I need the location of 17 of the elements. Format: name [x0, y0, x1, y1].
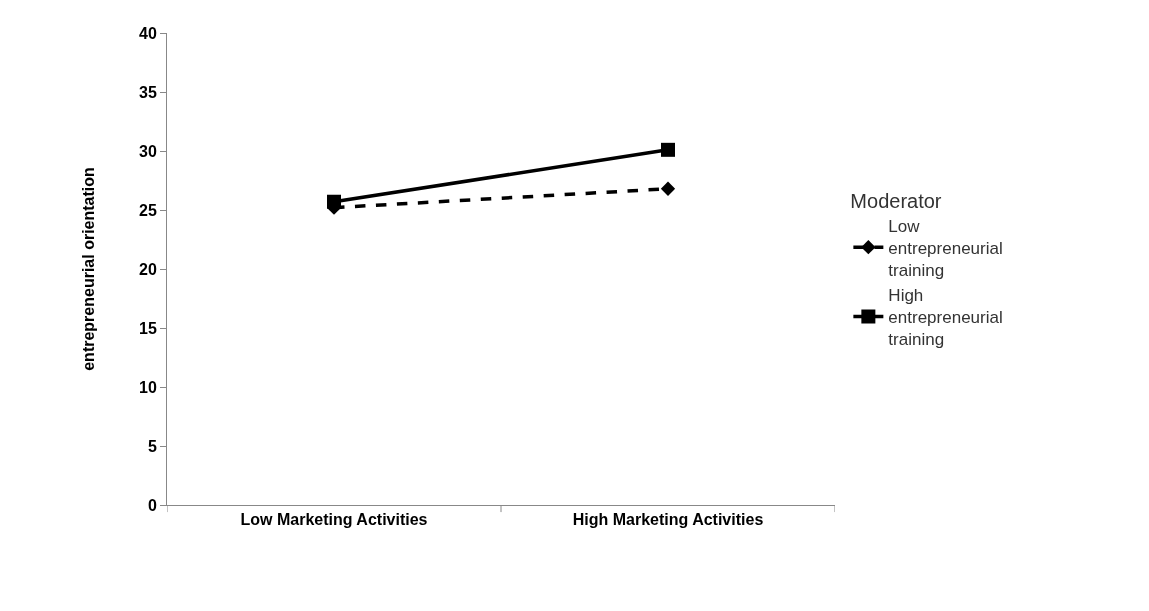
- y-tick-label: 40: [139, 24, 157, 42]
- legend-label: Low entrepreneurial training: [888, 216, 1003, 280]
- y-tick-label: 25: [139, 201, 157, 219]
- y-axis-title: entrepreneurial orientation: [79, 167, 97, 371]
- x-tick-label: Low Marketing Activities: [240, 511, 428, 529]
- y-tick-label: 20: [139, 260, 157, 278]
- point: [660, 181, 676, 196]
- y-tick-label: 0: [147, 496, 157, 514]
- legend-label: High entrepreneurial training: [888, 285, 1003, 350]
- y-tick-label: 30: [139, 142, 157, 160]
- y-tick-label: 15: [139, 319, 157, 337]
- y-tick-label: 10: [139, 378, 157, 396]
- point: [661, 142, 675, 157]
- y-tick-label: 5: [147, 437, 157, 455]
- legend-title: Moderator: [850, 189, 942, 212]
- x-tick-label: High Marketing Activities: [572, 511, 764, 529]
- y-tick-label: 35: [139, 83, 157, 101]
